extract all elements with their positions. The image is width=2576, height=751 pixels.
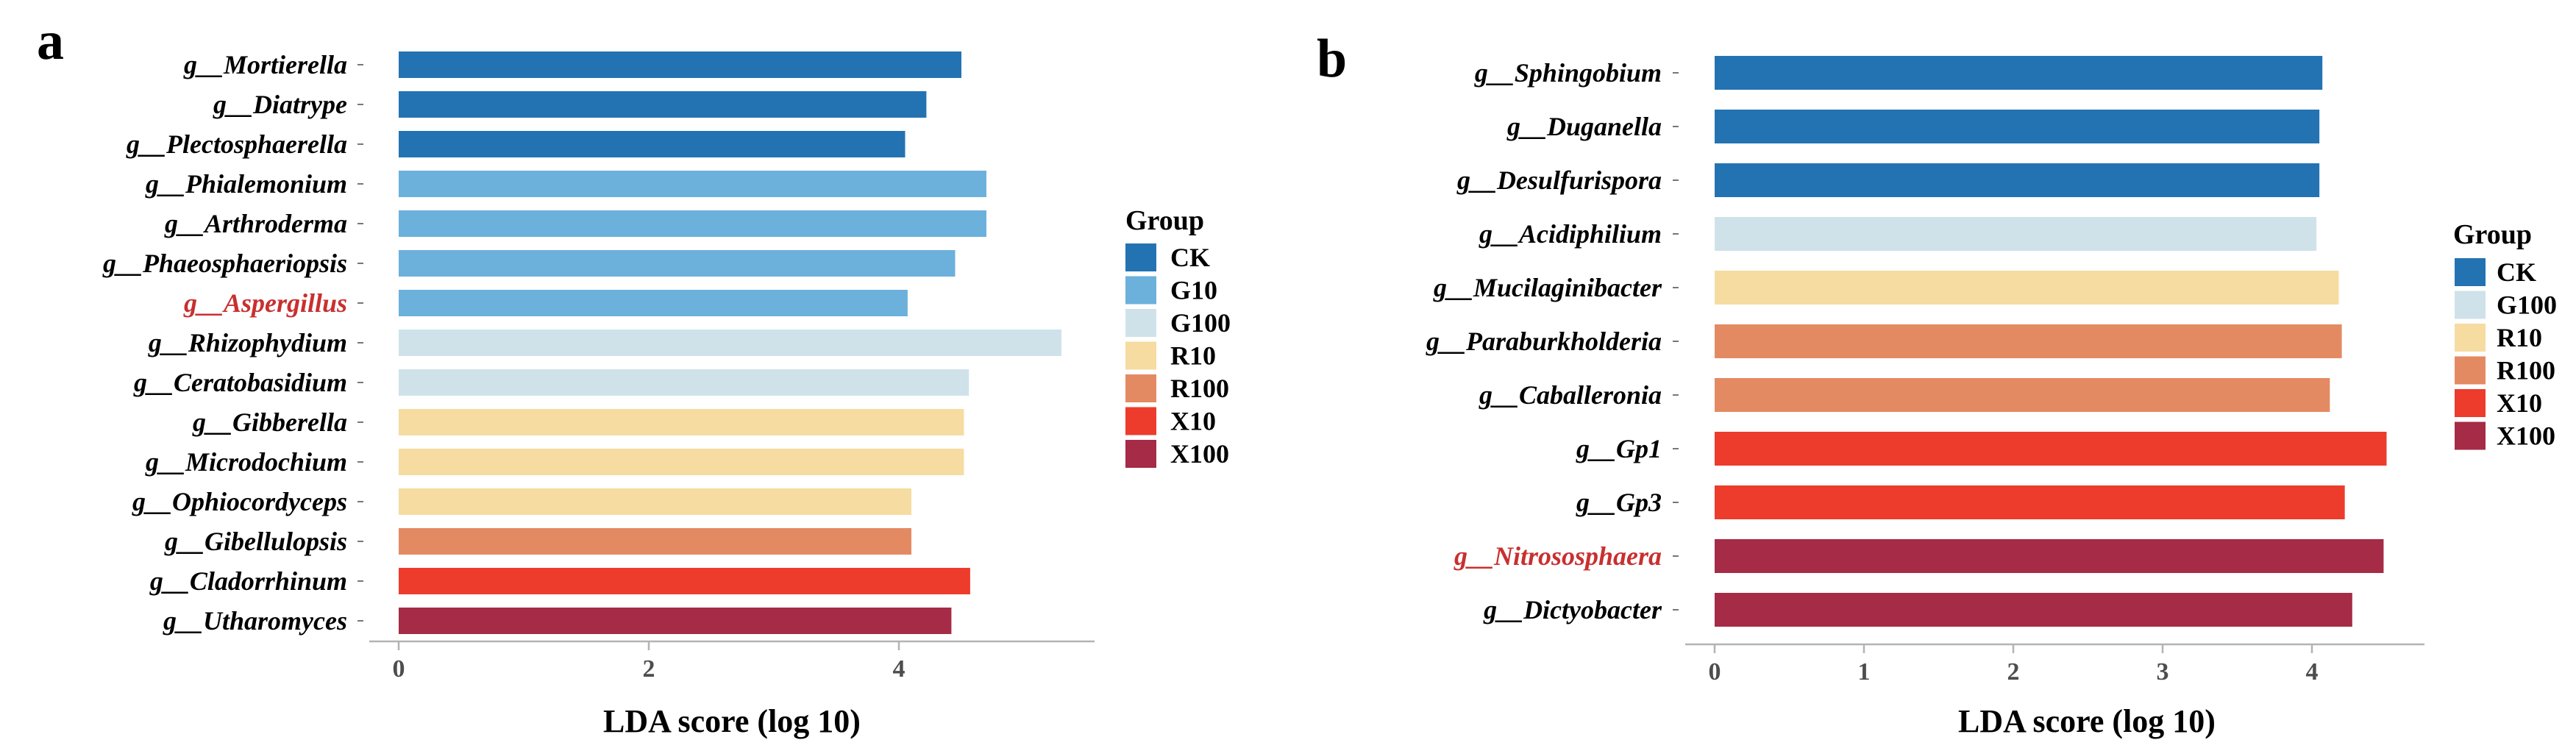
- bar: [399, 449, 964, 475]
- x-tick-label: 0: [393, 655, 405, 683]
- category-label: g__Diatrype: [213, 90, 347, 119]
- legend-label: CK: [2497, 257, 2536, 287]
- legend-swatch: [1125, 440, 1156, 468]
- x-tick-label: 2: [643, 655, 655, 683]
- legend-label: X100: [2497, 421, 2555, 451]
- x-tick-label: 2: [2007, 658, 2020, 686]
- legend-label: G10: [1170, 276, 1217, 305]
- category-label: g__Microdochium: [145, 447, 347, 477]
- legend-label: X10: [1170, 407, 1216, 436]
- category-label: g__Mucilaginibacter: [1433, 273, 1662, 302]
- category-label: g__Caballeronia: [1479, 380, 1662, 410]
- legend-label: R100: [1170, 374, 1229, 403]
- legend-label: R100: [2497, 356, 2555, 385]
- bar: [399, 330, 1061, 356]
- bar: [399, 409, 964, 435]
- legend-label: X100: [1170, 439, 1229, 469]
- bar: [1715, 56, 2323, 90]
- legend-label: G100: [2497, 291, 2557, 320]
- legend-swatch: [2455, 258, 2486, 286]
- category-label: g__Arthroderma: [164, 209, 347, 238]
- bar: [399, 210, 986, 237]
- legend-swatch: [2455, 356, 2486, 385]
- bar: [399, 250, 956, 277]
- x-tick-label: 3: [2157, 658, 2169, 686]
- bar: [1715, 110, 2320, 143]
- x-axis-title: LDA score (log 10): [1958, 703, 2216, 739]
- x-tick-label: 1: [1858, 658, 1871, 686]
- legend-label: R10: [2497, 323, 2542, 352]
- bar: [399, 369, 969, 396]
- legend-swatch: [2455, 389, 2486, 417]
- category-label: g__Rhizophydium: [148, 328, 347, 357]
- legend-label: G100: [1170, 308, 1231, 338]
- bar: [1715, 485, 2345, 519]
- category-label: g__Gp3: [1576, 488, 1662, 517]
- category-label: g__Gp1: [1576, 434, 1662, 463]
- category-label: g__Aspergillus: [183, 288, 347, 318]
- bar: [399, 488, 911, 515]
- bar: [1715, 378, 2330, 412]
- bar: [399, 568, 970, 594]
- category-label: g__Phialemonium: [145, 169, 347, 199]
- legend-swatch: [1125, 341, 1156, 370]
- x-axis-title: LDA score (log 10): [603, 703, 861, 739]
- legend-swatch: [1125, 276, 1156, 305]
- x-tick-label: 0: [1709, 658, 1721, 686]
- bar: [399, 608, 952, 634]
- bar: [399, 171, 986, 197]
- legend-swatch: [1125, 374, 1156, 402]
- category-label: g__Ceratobasidium: [133, 368, 347, 397]
- bar: [399, 528, 911, 555]
- bar: [1715, 432, 2387, 466]
- bar: [399, 91, 927, 118]
- legend-title: Group: [2453, 219, 2532, 250]
- bar: [399, 290, 908, 316]
- bar: [1715, 593, 2352, 627]
- category-label: g__Desulfurispora: [1456, 165, 1662, 195]
- category-label: g__Phaeosphaeriopsis: [102, 249, 347, 278]
- category-label: g__Mortierella: [183, 50, 347, 79]
- bar: [1715, 324, 2342, 358]
- bar: [1715, 271, 2339, 305]
- bar: [1715, 163, 2320, 197]
- legend-label: CK: [1170, 243, 1210, 272]
- x-tick-label: 4: [2306, 658, 2319, 686]
- legend-title: Group: [1125, 205, 1204, 236]
- panel-a: a g__Mortierella g__Diatrype g__Plectosphae…: [37, 11, 1231, 739]
- legend-swatch: [1125, 243, 1156, 271]
- category-label: g__Cladorrhinum: [149, 566, 347, 596]
- legend-label: R10: [1170, 341, 1216, 371]
- category-label: g__Ophiocordyceps: [132, 487, 347, 516]
- legend-swatch: [2455, 324, 2486, 352]
- category-label: g__Dictyobacter: [1483, 595, 1662, 624]
- legend-swatch: [2455, 421, 2486, 450]
- category-label: g__Paraburkholderia: [1426, 327, 1662, 356]
- category-label: g__Nitrososphaera: [1454, 541, 1662, 571]
- panel-b: b g__Sphingobium g__Duganella g__Desulfuris…: [1317, 29, 2557, 739]
- category-label: g__Acidiphilium: [1479, 219, 1662, 249]
- legend-swatch: [1125, 407, 1156, 435]
- x-tick-label: 4: [893, 655, 905, 683]
- category-label: g__Sphingobium: [1474, 58, 1662, 88]
- legend-swatch: [2455, 291, 2486, 319]
- category-label: g__Gibberella: [192, 407, 347, 437]
- panel-letter: a: [37, 11, 64, 71]
- bar: [399, 51, 961, 78]
- bar: [1715, 539, 2384, 573]
- panel-letter: b: [1317, 29, 1347, 89]
- category-label: g__Gibellulopsis: [164, 527, 347, 556]
- legend-label: X10: [2497, 388, 2542, 418]
- bar: [1715, 217, 2317, 251]
- category-label: g__Utharomyces: [163, 606, 347, 636]
- bar: [399, 131, 905, 157]
- category-label: g__Plectosphaerella: [126, 129, 347, 159]
- category-label: g__Duganella: [1506, 112, 1662, 141]
- legend-swatch: [1125, 309, 1156, 337]
